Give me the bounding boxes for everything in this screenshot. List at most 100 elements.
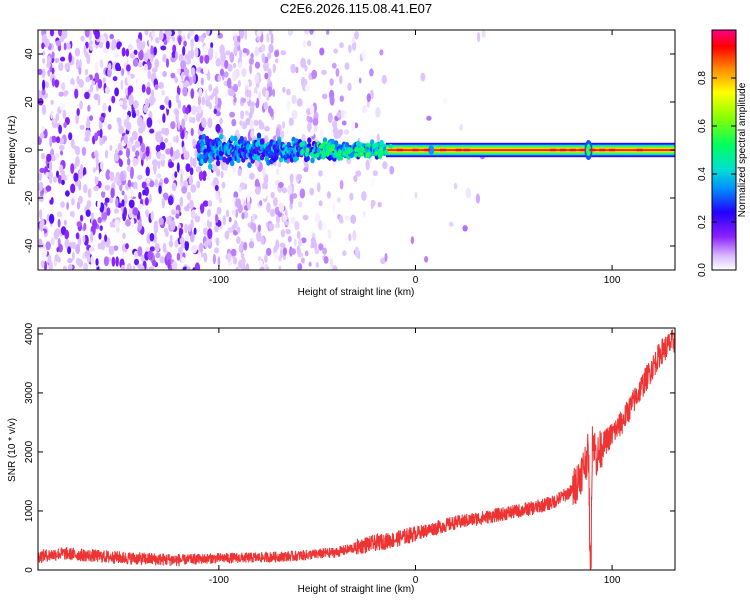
spectrogram-cell [78,79,84,88]
spectrogram-cell [332,203,336,214]
spectrogram-cell [279,242,286,248]
spectrogram-cell [232,62,237,69]
spectrogram-cell [455,148,462,152]
spectrogram-cell [235,266,240,270]
spectrogram-cell [123,207,127,218]
colorbar-ticks: 0.0 0.2 0.4 0.6 0.8 [697,71,736,277]
spectrogram-cell [266,266,270,270]
spectrogram-cell [464,109,468,115]
spectrogram-cell [69,211,74,217]
spectrogram-cell [273,197,278,207]
spectrogram-cell [442,97,448,105]
spectrogram-cell [163,39,168,46]
spectrogram-cell [310,128,315,137]
spectrogram-cell [342,151,347,157]
spectrogram-cell [183,40,187,47]
spectrogram-cell [462,225,468,232]
spectrogram-cell [84,68,89,76]
spectrogram-cell [426,115,432,121]
spectrogram-cell [440,148,446,152]
spectrogram-cell [118,100,124,106]
spectrogram-cell [179,196,184,207]
spectrogram-cell [60,150,63,156]
spectrogram-cell [137,246,143,257]
y-tick-label: 4000 [24,322,35,345]
spectrogram-cell [241,67,247,77]
spectrogram-cell [174,171,178,178]
spectrogram-cell [76,221,82,227]
spectrogram-cell [63,122,67,129]
spectrogram-cell [112,76,118,82]
spectrogram-cell [280,64,283,72]
spectrogram-cell [244,128,249,134]
spectrogram-cell [40,260,45,268]
spectrogram-cell [87,188,92,199]
spectrogram-cell [42,50,46,56]
spectrogram-cell [185,234,189,242]
spectrogram-cell [214,50,218,60]
spectrogram-heatmap [38,30,675,270]
spectrogram-cell [239,120,243,126]
spectrogram-cell [177,120,181,131]
spectrogram-cell [235,208,239,218]
spectrogram-cell [215,123,221,133]
spectrogram-cell [57,218,61,228]
spectrogram-cell [183,113,188,122]
spectrogram-cell [206,30,211,36]
spectrogram-cell [321,69,327,75]
spectrogram-cell [42,58,46,64]
spectrogram-cell [335,68,340,77]
spectrogram-cell [344,62,350,70]
spectrogram-cell [477,31,481,43]
spectrogram-cell [378,154,383,160]
spectrogram-cell [296,98,303,107]
spectrogram-cell [169,146,174,157]
spectrogram-cell [73,172,79,182]
spectrogram-cell [259,200,263,206]
spectrogram-cell [215,214,219,224]
spectrogram-cell [273,251,279,260]
spectrogram-cell [358,77,362,84]
spectrogram-cell [349,192,354,201]
spectrogram-cell [178,227,182,239]
spectrogram-cell [138,191,142,200]
spectrogram-cell [93,185,99,192]
spectrogram-cell [111,44,115,51]
spectrogram-cell [87,254,91,264]
spectrogram-cell [80,164,84,172]
spectrogram-cell [125,243,129,250]
spectrogram-cell [337,149,342,155]
spectrogram-cell [192,138,197,147]
spectrogram-cell [184,240,189,251]
spectrogram-cell [166,216,172,226]
spectrogram-cell [70,83,74,91]
spectrogram-cell [75,243,81,255]
spectrogram-cell [41,104,47,116]
spectrogram-cell [241,97,247,104]
spectrogram-cell [208,102,212,110]
spectrogram-cell [49,30,55,37]
spectrogram-cell [75,58,80,70]
spectrogram-cell [215,57,221,67]
spectrogram-cell [261,188,268,199]
spectrogram-cell [217,256,221,268]
spectrogram-cell [188,199,194,210]
y-tick-label: 3000 [24,381,35,404]
spectrogram-cell [79,100,83,110]
spectrogram-cell [62,265,68,270]
spectrogram-cell [585,144,591,156]
spectrogram-cell [50,110,53,120]
spectrogram-cell [199,203,205,214]
spectrogram-cell [249,172,255,180]
spectrogram-cell [45,185,52,192]
spectrogram-cell [127,85,134,94]
spectrogram-cell [153,220,159,230]
spectrogram-cell [259,259,263,267]
spectrogram-cell [121,199,125,207]
spectrogram-cell [38,151,41,157]
spectrogram-cell [215,160,221,167]
spectrogram-y-ticks: -40 -20 0 20 40 [24,48,675,253]
spectrogram-cell [167,259,171,270]
spectrogram-cell [74,47,81,57]
